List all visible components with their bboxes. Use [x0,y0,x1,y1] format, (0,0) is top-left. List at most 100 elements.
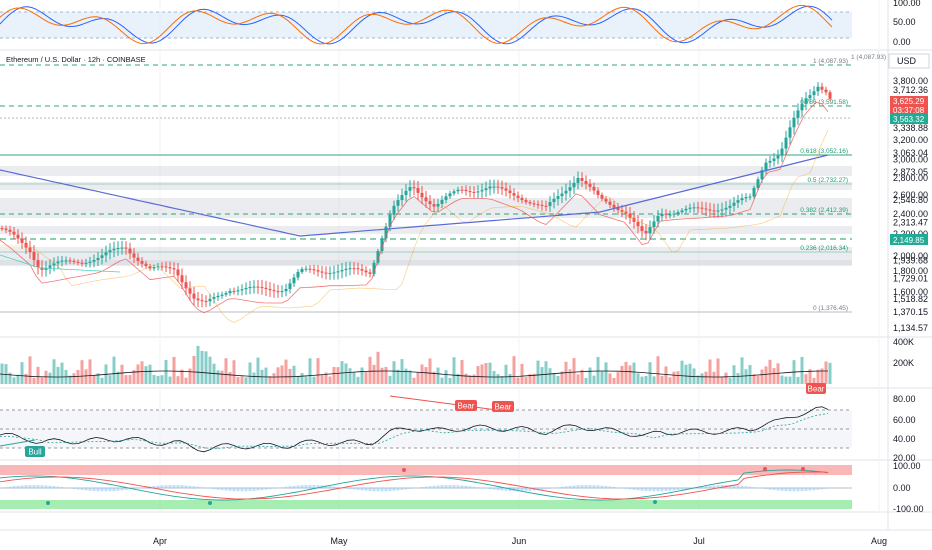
candle [596,190,600,195]
osc-histogram-bar [628,488,632,490]
candle [784,137,788,149]
candle [656,216,660,222]
candle [748,196,752,198]
volume-bar [312,376,316,384]
volume-bar [600,371,604,384]
osc-histogram-bar [816,488,820,490]
volume-bar [264,367,268,384]
rsi-pane[interactable]: Bull Bear Bear Bear [0,383,852,457]
candle [44,267,48,270]
osc-histogram-bar [36,485,40,489]
volume-bar [256,357,260,384]
osc-histogram-bar [248,488,252,492]
candle [392,205,396,215]
osc-histogram-bar [768,488,772,490]
osc-histogram-bar [700,486,704,489]
volume-bar [528,374,532,384]
volume-bar [508,373,512,384]
candle [712,210,716,212]
volume-bar [604,362,608,384]
bear-badge-2[interactable] [492,401,514,412]
candle [552,198,556,203]
candle [548,202,552,206]
volume-bar [208,356,212,384]
osc-histogram-bar [616,487,620,489]
currency-button[interactable] [888,53,930,69]
candle [808,95,812,99]
candle [416,187,420,193]
volume-bar [732,365,736,384]
osc-histogram-bar [680,488,684,490]
volume-bar [204,351,208,384]
time-axis[interactable]: Apr May Jun Jul Aug [0,529,932,546]
last-price-value: 3,625.29 [893,97,925,106]
stoch-k-line [0,5,833,45]
candle [220,294,224,296]
volume-bar [348,368,352,384]
candle [640,226,644,231]
stochastic-pane[interactable] [0,4,852,45]
volume-bar [28,356,32,384]
candle [108,250,112,253]
candle [152,267,156,269]
price-axis[interactable]: 100.0050.000.003,800.003,712.363,338.883… [851,0,928,514]
osc-histogram-bar [720,485,724,489]
volume-bar [176,376,180,384]
candle [500,187,504,189]
volume-bar [316,358,320,384]
osc-histogram-bar [784,488,788,492]
candle [772,158,776,161]
osc-histogram-bar [808,488,812,491]
osc-histogram-bar [800,488,804,492]
candle [608,201,612,205]
candle [168,267,172,269]
volume-bar [640,376,644,384]
volume-bar [220,370,224,384]
osc-histogram-bar [652,488,656,492]
volume-bar [764,366,768,384]
osc-histogram-bar [820,488,824,490]
ma-50-line [0,129,829,323]
rsi-axis-label: 40.00 [893,434,916,444]
price-pane[interactable]: 1 (4,087.93) 0.786 (3,591.58) 0.618 (3,052… [0,58,852,323]
volume-bar [828,362,832,384]
osc-histogram-bar [44,485,48,489]
volume-bar [664,366,668,384]
volume-pane[interactable] [0,345,832,384]
osc-histogram-bar [384,488,388,492]
osc-histogram-bar [520,488,524,492]
bear-badge-3[interactable] [806,383,826,394]
bull-badge[interactable] [25,446,45,457]
volume-bar [472,374,476,384]
volume-bar [384,366,388,384]
osc-histogram-bar [120,488,124,491]
osc-histogram-bar [376,488,380,492]
bear-badge-1[interactable] [455,400,477,411]
osc-histogram-bar [252,488,256,491]
osc-histogram-bar [224,488,228,491]
volume-bar [808,369,812,384]
candle [412,187,416,189]
ma-teal-line [0,254,121,273]
osc-histogram-bar [124,488,128,490]
volume-bar [524,377,528,384]
volume-bar [484,363,488,384]
osc-histogram-bar [312,485,316,489]
osc-fast-line [0,469,829,501]
osc-histogram-bar [492,488,496,490]
osc-histogram-bar [364,488,368,491]
candle [352,268,356,270]
osc-histogram-bar [184,485,188,489]
volume-bar [88,359,92,384]
volume-bar [644,375,648,384]
oscillator-pane[interactable] [0,465,852,509]
osc-histogram-bar [488,488,492,490]
osc-histogram-bar [548,488,552,489]
osc-histogram-bar [396,488,400,491]
volume-bar [480,364,484,384]
price-axis-label: 2,400.00 [893,209,928,219]
volume-bar [140,361,144,384]
candle [244,287,248,290]
